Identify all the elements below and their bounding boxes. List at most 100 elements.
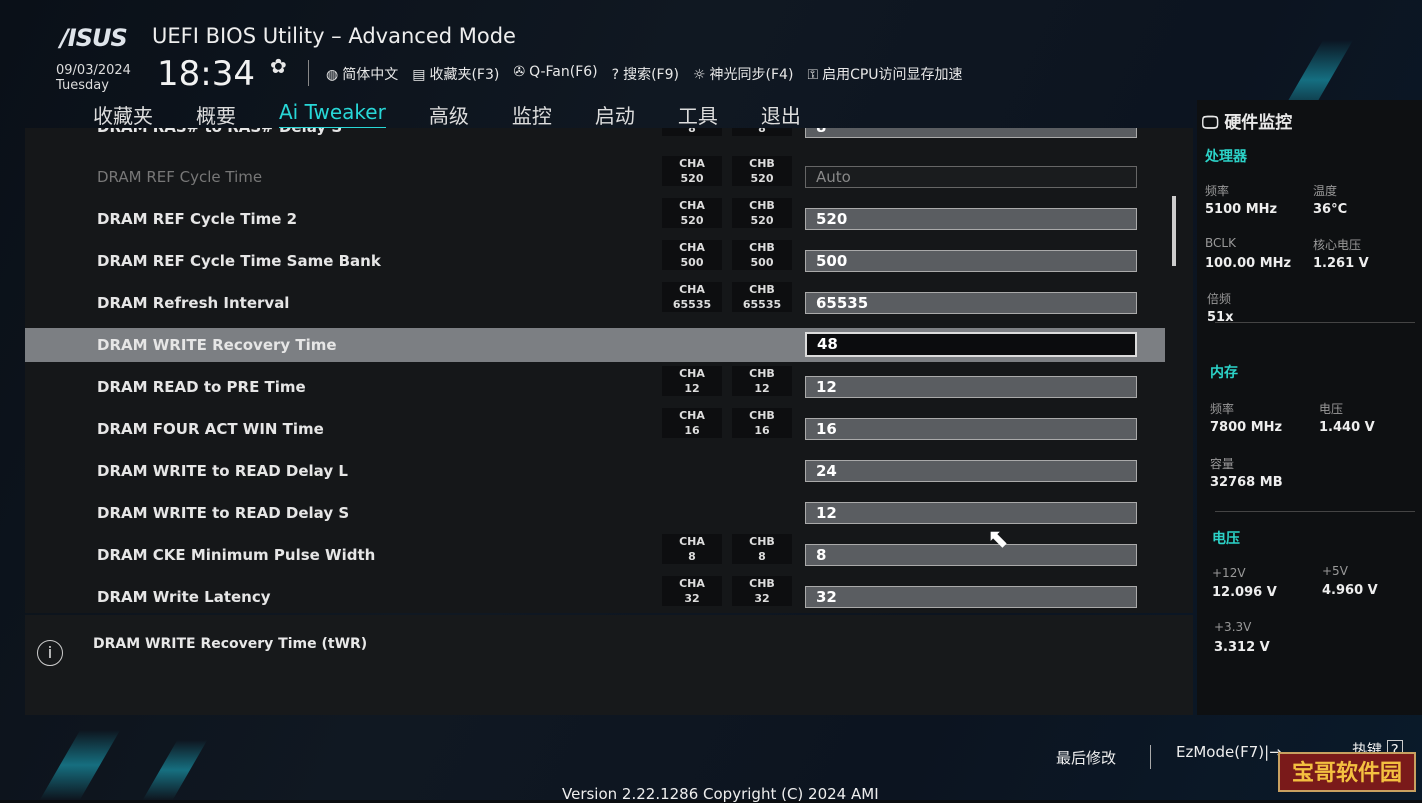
toolbar-label: 收藏夹(F3) bbox=[429, 67, 500, 83]
setting-input[interactable]: 8 bbox=[805, 128, 1137, 138]
asus-logo: /ISUS bbox=[60, 24, 128, 52]
version-text: Version 2.22.1286 Copyright (C) 2024 AMI bbox=[562, 785, 879, 803]
cha-label: CHA bbox=[679, 157, 705, 170]
tab-5[interactable]: 启动 bbox=[594, 104, 635, 128]
chb-label: CHB bbox=[749, 409, 775, 422]
setting-row[interactable]: DRAM Refresh Interval CHA 65535 CHB 65535 655… bbox=[25, 282, 1165, 324]
v12: 12.096 V bbox=[1212, 585, 1277, 600]
chb-label: CHB bbox=[749, 241, 775, 254]
cpu-temp: 36°C bbox=[1313, 202, 1348, 217]
hw-title: 🖵 硬件监控 bbox=[1202, 108, 1292, 133]
setting-row[interactable]: DRAM Write Latency CHA 32 CHB 32 32 bbox=[25, 576, 1165, 613]
setting-row[interactable]: DRAM CKE Minimum Pulse Width CHA 8 CHB 8 8 bbox=[25, 534, 1165, 576]
v33-label: +3.3V bbox=[1214, 620, 1252, 634]
cha-value: CHA 12 bbox=[662, 366, 722, 396]
setting-input[interactable]: 65535 bbox=[805, 292, 1137, 314]
divider bbox=[1150, 745, 1151, 769]
chb-value: CHB 500 bbox=[732, 240, 792, 270]
gear-icon[interactable]: ✿ bbox=[270, 54, 287, 78]
v12-label: +12V bbox=[1212, 566, 1246, 580]
setting-row[interactable]: DRAM RAS# to RAS# Delay SCHA8CHB88 bbox=[25, 128, 1165, 148]
tab-0[interactable]: 收藏夹 bbox=[93, 104, 153, 128]
tab-2[interactable]: Ai Tweaker bbox=[279, 100, 386, 129]
chb-value: CHB 12 bbox=[732, 366, 792, 396]
setting-label: DRAM WRITE Recovery Time bbox=[97, 336, 337, 354]
cha-number: 520 bbox=[680, 172, 704, 185]
setting-input[interactable]: 32 bbox=[805, 586, 1137, 608]
chb-number: 16 bbox=[754, 424, 770, 437]
chb-value: CHB 520 bbox=[732, 198, 792, 228]
clock: 18:34 bbox=[157, 54, 255, 94]
setting-row[interactable]: DRAM WRITE to READ Delay S 12 bbox=[25, 492, 1165, 534]
toolbar-item[interactable]: ◍ 简体中文 bbox=[326, 64, 398, 84]
cha-value: CHA 32 bbox=[662, 576, 722, 606]
tab-6[interactable]: 工具 bbox=[677, 104, 718, 128]
tab-1[interactable]: 概要 bbox=[196, 104, 236, 128]
chb-label: CHB bbox=[749, 577, 775, 590]
ratio-label: 倍频 bbox=[1207, 292, 1232, 306]
date: 09/03/2024 bbox=[56, 63, 131, 78]
setting-label: DRAM REF Cycle Time Same Bank bbox=[97, 252, 381, 270]
cha-label: CHA bbox=[679, 199, 705, 212]
mouse-cursor-icon: ⬉ bbox=[987, 524, 1009, 554]
last-modified-button[interactable]: 最后修改 bbox=[1056, 749, 1117, 767]
memory-section-title: 内存 bbox=[1210, 365, 1238, 381]
voltage-section-title: 电压 bbox=[1212, 531, 1240, 547]
setting-row[interactable]: DRAM REF Cycle Time Same Bank CHA 500 CHB 50… bbox=[25, 240, 1165, 282]
tab-7[interactable]: 退出 bbox=[760, 104, 801, 128]
v5-label: +5V bbox=[1322, 564, 1348, 578]
tab-4[interactable]: 监控 bbox=[511, 104, 552, 128]
mem-freq: 7800 MHz bbox=[1210, 420, 1283, 435]
setting-input[interactable]: 520 bbox=[805, 208, 1137, 230]
setting-input[interactable]: 24 bbox=[805, 460, 1137, 482]
chb-label: CHB bbox=[749, 367, 775, 380]
info-icon: i bbox=[37, 640, 63, 666]
setting-label: DRAM WRITE to READ Delay S bbox=[97, 504, 350, 522]
scrollbar[interactable] bbox=[1172, 196, 1176, 266]
setting-label: DRAM REF Cycle Time bbox=[97, 168, 263, 186]
setting-row[interactable]: DRAM WRITE Recovery Time 48 bbox=[25, 328, 1165, 362]
divider bbox=[308, 60, 309, 86]
setting-row[interactable]: DRAM REF Cycle Time CHA 520 CHB 520 Auto bbox=[25, 156, 1165, 198]
help-icon: ? bbox=[611, 67, 620, 83]
cha-label: CHA bbox=[679, 283, 705, 296]
cha-label: CHA bbox=[679, 241, 705, 254]
toolbar-item[interactable]: ✇ Q-Fan(F6) bbox=[513, 64, 597, 84]
main-tabs: 收藏夹 概要 Ai Tweaker 高级 监控 启动 工具 退出 bbox=[93, 100, 844, 129]
setting-input[interactable]: 12 bbox=[805, 376, 1137, 398]
setting-input[interactable]: Auto bbox=[805, 166, 1137, 188]
mem-cap: 32768 MB bbox=[1210, 475, 1283, 490]
toolbar-label: 搜索(F9) bbox=[623, 67, 679, 83]
cpu-freq: 5100 MHz bbox=[1205, 202, 1278, 217]
mem-freq-label: 频率 bbox=[1210, 402, 1235, 416]
setting-row[interactable]: DRAM READ to PRE Time CHA 12 CHB 12 12 bbox=[25, 366, 1165, 408]
setting-label: DRAM CKE Minimum Pulse Width bbox=[97, 546, 376, 564]
toolbar-item[interactable]: ▤ 收藏夹(F3) bbox=[412, 64, 499, 84]
chb-value: CHB 8 bbox=[732, 534, 792, 564]
toolbar-item[interactable]: ☼ 神光同步(F4) bbox=[693, 64, 793, 84]
toolbar-item[interactable]: ⚿ 启用CPU访问显存加速 bbox=[807, 64, 962, 84]
cha-number: 32 bbox=[684, 592, 700, 605]
fan-icon: ✇ bbox=[513, 64, 526, 80]
cha-number: 8 bbox=[688, 128, 696, 135]
monitor-icon: 🖵 bbox=[1202, 113, 1219, 133]
setting-input[interactable]: 8 bbox=[805, 544, 1137, 566]
chb-number: 65535 bbox=[742, 298, 782, 311]
setting-row[interactable]: DRAM REF Cycle Time 2 CHA 520 CHB 520 520 bbox=[25, 198, 1165, 240]
ezmode-button[interactable]: EzMode(F7)|→ bbox=[1176, 743, 1282, 761]
setting-input[interactable]: 16 bbox=[805, 418, 1137, 440]
hardware-monitor: 🖵 硬件监控 处理器 频率 5100 MHz 温度 36°C BCLK 100.… bbox=[1197, 100, 1422, 715]
v33: 3.312 V bbox=[1214, 640, 1270, 655]
setting-row[interactable]: DRAM FOUR ACT WIN Time CHA 16 CHB 16 16 bbox=[25, 408, 1165, 450]
setting-input[interactable]: 48 bbox=[805, 332, 1137, 357]
cha-number: 520 bbox=[680, 214, 704, 227]
setting-input[interactable]: 12 bbox=[805, 502, 1137, 524]
cha-number: 8 bbox=[688, 550, 696, 563]
v5: 4.960 V bbox=[1322, 583, 1378, 598]
toolbar-item[interactable]: ? 搜索(F9) bbox=[612, 64, 679, 84]
cha-number: 500 bbox=[680, 256, 704, 269]
chb-value: CHB 520 bbox=[732, 156, 792, 186]
setting-input[interactable]: 500 bbox=[805, 250, 1137, 272]
setting-row[interactable]: DRAM WRITE to READ Delay L 24 bbox=[25, 450, 1165, 492]
tab-3[interactable]: 高级 bbox=[428, 104, 469, 128]
